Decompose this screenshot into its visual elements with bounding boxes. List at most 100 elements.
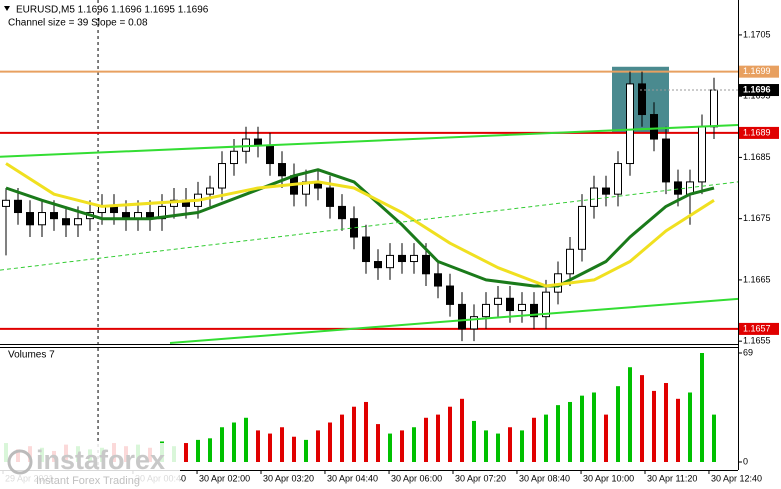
candle-body [26, 212, 34, 226]
x-tick-label: 30 Apr 06:00 [391, 473, 442, 483]
volume-bar [640, 375, 644, 462]
candle-body [446, 285, 454, 305]
candle-body [14, 199, 22, 214]
x-tick-label: 30 Apr 03:20 [263, 473, 314, 483]
watermark-brand: instaforex [36, 445, 165, 475]
watermark-tagline: Instant Forex Trading [36, 475, 140, 487]
current-price-label: 1.1696 [743, 84, 771, 94]
candle-body [458, 303, 466, 330]
current-price-tag [739, 84, 779, 97]
candle-body [698, 126, 706, 183]
level-tag-label: 1.1657 [743, 323, 771, 333]
volume-bar [388, 433, 392, 462]
volume-bar [556, 405, 560, 462]
volume-bar [364, 401, 368, 462]
candle-body [578, 205, 586, 250]
candle-body [374, 261, 382, 269]
volume-bar [256, 430, 260, 462]
candle-body [38, 212, 46, 226]
candle-body [338, 205, 346, 220]
volume-bar [580, 395, 584, 462]
level-tag-label: 1.1689 [743, 127, 771, 137]
candle-body [74, 218, 82, 226]
candle-body [542, 291, 550, 318]
volume-bar [532, 417, 536, 462]
volume-bar [244, 417, 248, 462]
volume-bar [460, 398, 464, 462]
volume-bar [520, 430, 524, 462]
candle-body [470, 316, 478, 330]
candle-body [638, 83, 646, 116]
candle-body [494, 297, 502, 305]
candle-body [530, 303, 538, 318]
watermark-box [0, 443, 180, 489]
volume-tick-label: 69 [743, 347, 753, 357]
volume-bar [544, 414, 548, 462]
x-tick-label: 30 Apr 12:40 [711, 473, 762, 483]
candle-body [206, 187, 214, 195]
candle-body [254, 138, 262, 146]
volume-bar [352, 406, 356, 462]
volume-bar [196, 439, 200, 462]
candle-body [626, 83, 634, 165]
level-tag [739, 322, 779, 335]
collapse-icon [4, 6, 10, 11]
volume-bar [568, 401, 572, 462]
volume-bar [664, 383, 668, 462]
candle-body [674, 181, 682, 195]
y-tick-label: 1.1675 [743, 213, 771, 223]
candle-body [602, 187, 610, 195]
x-tick-label: 30 Apr 11:20 [647, 473, 697, 483]
volume-bar [688, 392, 692, 462]
y-tick-label: 1.1655 [743, 336, 771, 346]
volume-bar [184, 443, 188, 462]
candle-body [266, 144, 274, 165]
candle-body [422, 254, 430, 275]
volume-bar [508, 427, 512, 462]
chart-title: EURUSD,M5 1.1696 1.1696 1.1695 1.1696 [16, 5, 209, 16]
volume-tick-label: 0 [743, 456, 748, 466]
x-tick-label: 30 Apr 07:20 [455, 473, 506, 483]
indicator-line [5, 168, 715, 288]
indicator-line [5, 162, 715, 288]
volume-bar [376, 424, 380, 462]
candle-body [62, 218, 70, 226]
candle-body [710, 89, 718, 128]
volume-bar [652, 390, 656, 462]
volume-bar [304, 439, 308, 462]
volume-bar [448, 406, 452, 462]
candle-body [398, 254, 406, 263]
volume-bar [700, 353, 704, 462]
candle-body [482, 303, 490, 318]
volume-bar [592, 392, 596, 462]
volume-bar [340, 414, 344, 462]
candle-body [230, 150, 238, 165]
candle-body [434, 273, 442, 287]
candle-body [2, 199, 10, 207]
watermark-icon [7, 449, 33, 475]
volume-bar [232, 422, 236, 462]
y-tick-label: 1.1665 [743, 274, 771, 284]
candle-body [614, 163, 622, 195]
candle-body [386, 254, 394, 269]
level-tag [739, 126, 779, 139]
candle-body [218, 163, 226, 189]
indicator-line [169, 297, 739, 344]
x-tick-label: 30 Apr 08:40 [519, 473, 570, 483]
volume-bar [280, 427, 284, 462]
volume-bar [616, 386, 620, 462]
volume-bar [292, 436, 296, 462]
candle-body [110, 205, 118, 214]
level-tag [739, 65, 779, 78]
volume-bar [712, 414, 716, 462]
candle-body [158, 205, 166, 220]
y-tick-label: 1.1705 [743, 29, 771, 39]
candle-body [506, 297, 514, 312]
volume-bar [628, 367, 632, 462]
volume-bar [484, 430, 488, 462]
volume-title: Volumes 7 [8, 350, 55, 361]
indicator-line [0, 181, 739, 271]
volume-bar [436, 414, 440, 462]
